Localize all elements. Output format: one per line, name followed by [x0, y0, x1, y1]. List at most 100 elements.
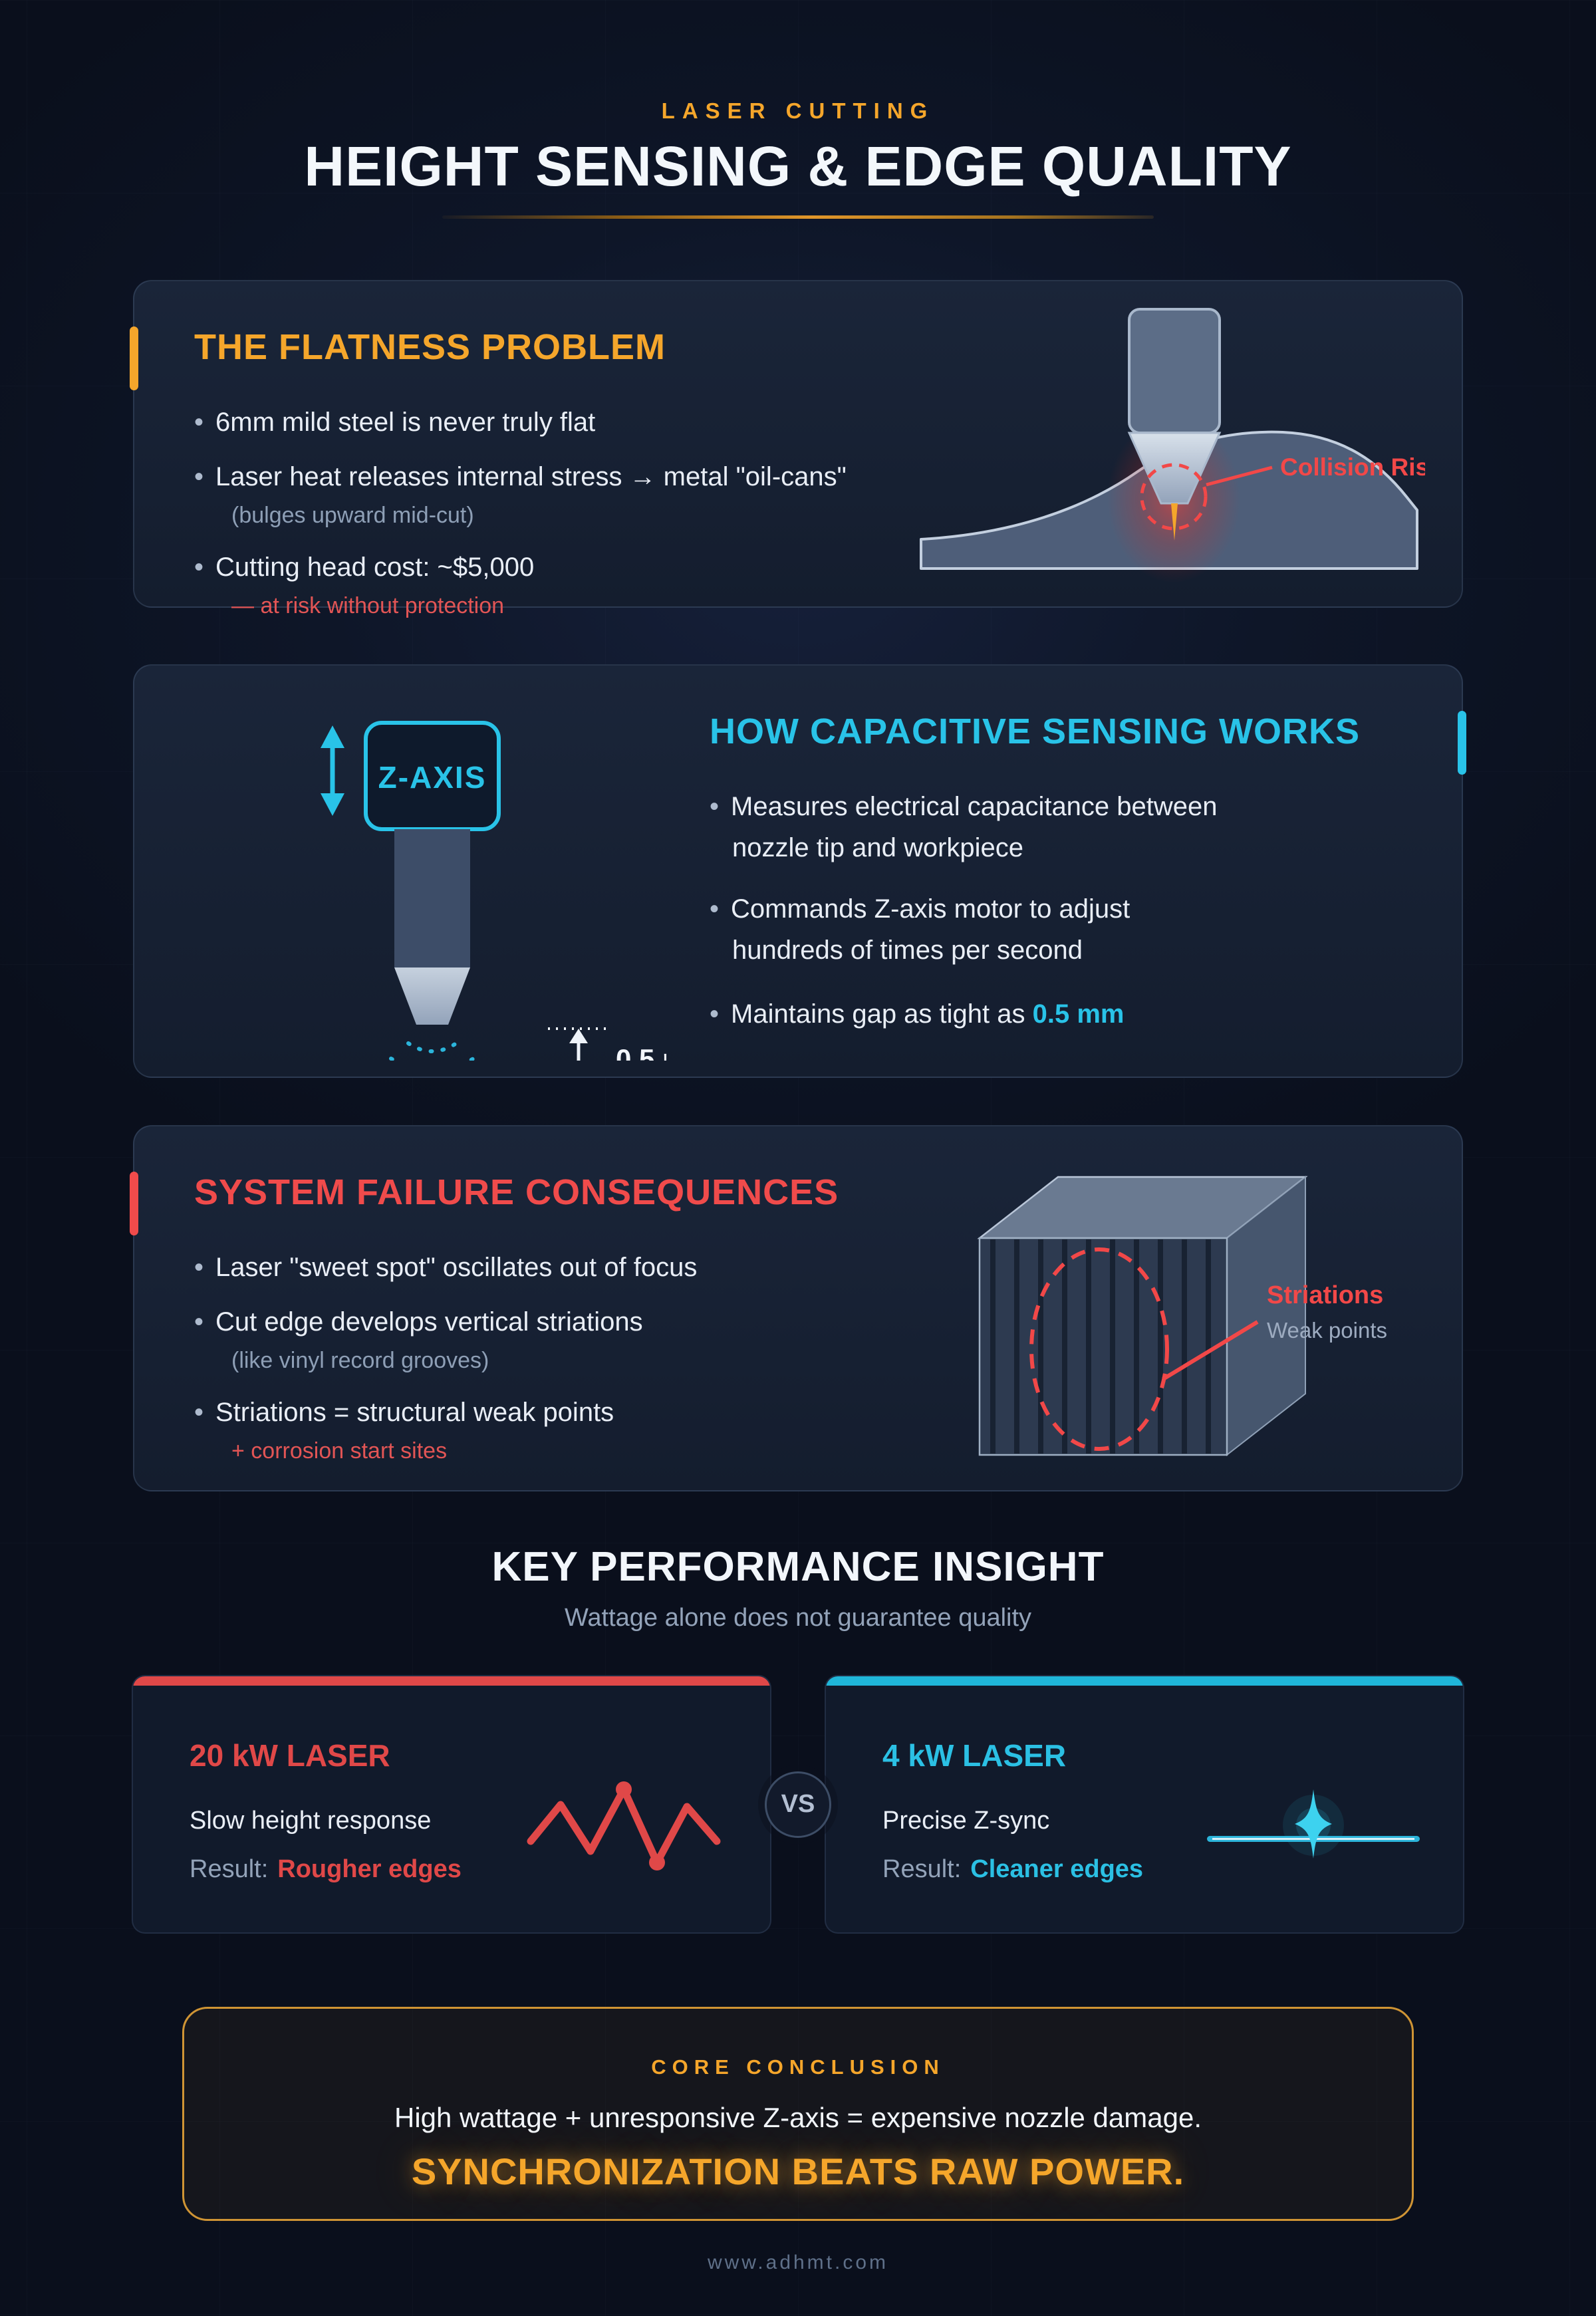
bullet-icon: •	[194, 407, 204, 437]
vs-badge: VS	[765, 1771, 831, 1838]
z-axis-illustration: Z-AXIS 0.5 mm	[321, 721, 666, 1061]
result-value: Rougher edges	[277, 1855, 462, 1884]
failure-bullets: • Laser "sweet spot" oscillates out of fo…	[194, 1250, 966, 1466]
result-label: Result:	[190, 1855, 269, 1884]
list-item: • Striations = structural weak points + c…	[194, 1395, 966, 1466]
laser-4kw-desc: Precise Z-sync	[882, 1807, 1050, 1835]
laser-4kw-result: Result: Cleaner edges	[882, 1855, 1463, 1884]
cyan-top-bar	[826, 1676, 1463, 1686]
callout-line	[1162, 1320, 1259, 1381]
conclusion-box: CORE CONCLUSION High wattage + unrespons…	[182, 2007, 1414, 2222]
bullet-text: Measures electrical capacitance between	[731, 791, 1218, 821]
bullet-text: Commands Z-axis motor to adjust	[731, 894, 1130, 924]
list-item: • Cutting head cost: ~$5,000 — at risk wi…	[194, 550, 966, 620]
header-eyebrow: LASER CUTTING	[661, 98, 935, 123]
flatness-bullets: • 6mm mild steel is never truly flat • Las…	[194, 405, 966, 620]
sensing-bullets: • Measures electrical capacitance between…	[710, 789, 1408, 1031]
conclusion-eyebrow: CORE CONCLUSION	[651, 2055, 945, 2079]
bullet-text: Laser "sweet spot" oscillates out of foc…	[215, 1252, 698, 1282]
clean-edge-line-icon	[1207, 1789, 1420, 1859]
bullet-icon: •	[710, 999, 720, 1029]
bullet-icon: •	[710, 791, 720, 821]
list-item: • Laser heat releases internal stress → m…	[194, 459, 966, 530]
laser-20kw-title: 20 kW LASER	[190, 1738, 390, 1773]
bullet-icon: •	[710, 894, 720, 924]
bullet-text-line2: hundreds of times per second	[732, 935, 1083, 965]
bullet-icon: •	[194, 552, 204, 582]
list-item: • Cut edge develops vertical striations (…	[194, 1305, 966, 1375]
bullet-text: Maintains gap as tight as	[731, 999, 1033, 1029]
laser-20kw-card: 20 kW LASER Slow height response Result:…	[132, 1675, 771, 1934]
bullet-icon: •	[194, 1397, 204, 1427]
result-value: Cleaner edges	[970, 1855, 1144, 1884]
failure-heading: SYSTEM FAILURE CONSEQUENCES	[194, 1172, 839, 1213]
comparison-row: 20 kW LASER Slow height response Result:…	[132, 1675, 1464, 1934]
collision-risk-label: Collision Risk!	[1280, 453, 1425, 481]
sensing-card: HOW CAPACITIVE SENSING WORKS • Measures e…	[133, 664, 1466, 1079]
weak-points-dashed-circle	[1029, 1247, 1169, 1452]
bullet-text: Striations = structural weak points	[215, 1397, 614, 1427]
insight-subtitle: Wattage alone does not guarantee quality	[564, 1604, 1032, 1632]
collision-risk-illustration: Collision Risk!	[920, 308, 1425, 583]
cutting-head-nozzle	[1127, 432, 1222, 505]
z-axis-label: Z-AXIS	[378, 760, 487, 795]
collision-dashed-circle	[1140, 463, 1208, 531]
bullet-note: (bulges upward mid-cut)	[231, 502, 474, 528]
list-item: • Commands Z-axis motor to adjust hundred…	[710, 892, 1408, 967]
laser-beam-icon	[1171, 503, 1178, 541]
cutting-head-body	[1128, 308, 1221, 435]
gap-measurement	[548, 1027, 606, 1061]
z-axis-arrows-icon	[321, 725, 344, 817]
laser-20kw-text: 20 kW LASER Slow height response Result:…	[133, 1676, 770, 1884]
bullet-text: Cutting head cost: ~$5,000	[215, 552, 535, 582]
laser-4kw-text: 4 kW LASER Precise Z-sync Result: Cleaner…	[826, 1676, 1463, 1884]
bullet-text-line2: nozzle tip and workpiece	[732, 833, 1024, 862]
header: LASER CUTTING HEIGHT SENSING & EDGE QUAL…	[0, 0, 1596, 219]
bullet-text: Laser heat releases internal stress → me…	[215, 461, 847, 491]
sparkle-icon	[1295, 1789, 1332, 1859]
cyan-accent-bar	[1458, 711, 1466, 775]
laser-4kw-title: 4 kW LASER	[882, 1738, 1067, 1773]
conclusion-line: High wattage + unresponsive Z-axis = exp…	[394, 2102, 1202, 2134]
striations-label: Striations	[1267, 1281, 1383, 1309]
red-accent-bar	[130, 1172, 138, 1236]
gap-value-highlight: 0.5 mm	[1032, 999, 1125, 1029]
list-item: • 6mm mild steel is never truly flat	[194, 405, 966, 440]
list-item: • Maintains gap as tight as 0.5 mm	[710, 997, 1408, 1031]
failure-card: SYSTEM FAILURE CONSEQUENCES • Laser "swee…	[130, 1125, 1463, 1492]
flatness-heading: THE FLATNESS PROBLEM	[194, 327, 666, 368]
striation-lines	[990, 1239, 1211, 1454]
sensing-heading: HOW CAPACITIVE SENSING WORKS	[710, 711, 1361, 752]
striations-cube-illustration: Striations Weak points	[977, 1176, 1387, 1457]
bullet-alert: + corrosion start sites	[231, 1438, 448, 1464]
list-item: • Laser "sweet spot" oscillates out of fo…	[194, 1250, 966, 1285]
bullet-icon: •	[194, 1307, 204, 1337]
nozzle-shaft	[394, 829, 470, 968]
bullet-text: 6mm mild steel is never truly flat	[215, 407, 596, 437]
rough-edge-zigzag-icon	[527, 1781, 721, 1871]
insight-title: KEY PERFORMANCE INSIGHT	[491, 1544, 1105, 1591]
conclusion-emphasis: SYNCHRONIZATION BEATS RAW POWER.	[411, 2150, 1185, 2193]
weak-points-label: Weak points	[1267, 1318, 1387, 1343]
result-label: Result:	[882, 1855, 962, 1884]
laser-20kw-result: Result: Rougher edges	[190, 1855, 770, 1884]
orange-accent-bar	[130, 326, 138, 391]
bullet-icon: •	[194, 1252, 204, 1282]
callout-line	[1206, 465, 1273, 487]
laser-20kw-desc: Slow height response	[190, 1807, 432, 1835]
bullet-text: Cut edge develops vertical striations	[215, 1307, 643, 1337]
title-underline	[442, 215, 1154, 219]
bullet-icon: •	[194, 461, 204, 491]
nozzle-tip	[394, 967, 470, 1025]
page-title: HEIGHT SENSING & EDGE QUALITY	[304, 135, 1292, 197]
bullet-note: (like vinyl record grooves)	[231, 1347, 489, 1373]
insight-header: KEY PERFORMANCE INSIGHT Wattage alone do…	[0, 1543, 1596, 1632]
website-url: www.adhmt.com	[707, 2252, 889, 2274]
gap-label: 0.5 mm	[616, 1043, 666, 1061]
flatness-card: THE FLATNESS PROBLEM • 6mm mild steel is …	[130, 280, 1463, 618]
laser-4kw-card: 4 kW LASER Precise Z-sync Result: Cleaner…	[825, 1675, 1464, 1934]
capacitive-field-arcs	[389, 1041, 475, 1061]
list-item: • Measures electrical capacitance between…	[710, 789, 1408, 865]
red-top-bar	[133, 1676, 770, 1686]
